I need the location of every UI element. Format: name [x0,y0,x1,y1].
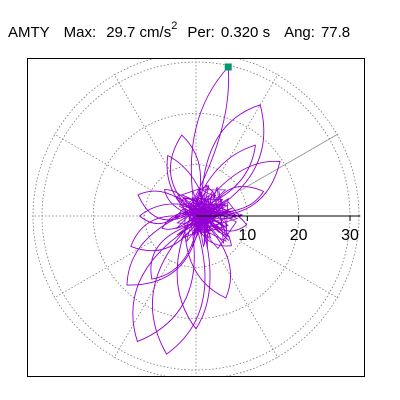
grid-spoke-150 [53,133,152,191]
radial-tick-label-10: 10 [238,227,256,244]
grid-spoke-solid [240,133,339,191]
grid-spoke-330 [240,241,339,299]
peak-marker-group [224,63,232,71]
radial-axis: 10 20 30 [196,215,361,244]
period-label: Per: [187,24,215,41]
grid-spoke-300 [221,260,279,359]
trace-lobes [126,65,281,355]
radial-tick-label-30: 30 [341,227,359,244]
angle-value: 77.8 [320,24,351,41]
max-label: Max: [63,24,97,41]
trace-core [173,184,244,250]
plot-frame [27,58,365,377]
chart-header: AMTY Max: 29.7 cm/s2 Per: 0.320 s Ang: 77.8 [8,18,350,43]
radial-tick-label-20: 20 [290,227,308,244]
station-code: AMTY [8,24,50,41]
max-value: 29.7 cm/s [106,24,172,41]
peak-marker [224,63,232,71]
grid-spoke-120 [113,73,171,172]
angle-label: Ang: [284,24,315,41]
motion-trace [126,65,281,355]
grid-spoke-60 [221,73,279,172]
grid-spoke-210 [53,241,152,299]
max-exponent: 2 [171,20,178,32]
period-value: 0.320 s [220,24,271,41]
